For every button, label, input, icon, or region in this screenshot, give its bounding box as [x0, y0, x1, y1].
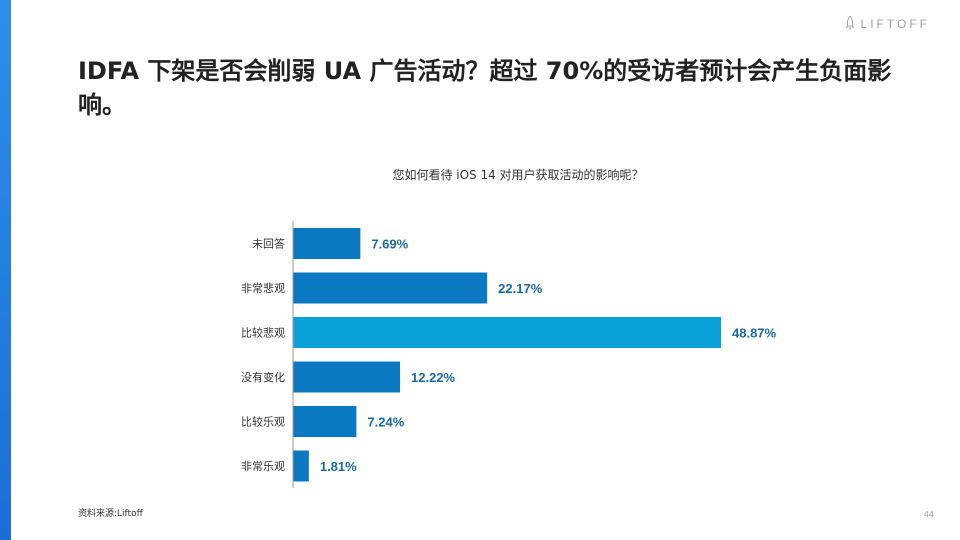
category-label: 比较乐观 — [241, 415, 285, 429]
value-label: 7.24% — [367, 415, 404, 430]
bar — [293, 272, 488, 304]
category-label: 非常悲观 — [241, 281, 285, 295]
chart-title: 您如何看待 iOS 14 对用户获取活动的影响呢？ — [0, 166, 960, 183]
value-label: 48.87% — [732, 326, 777, 341]
chart-title-text: 您如何看待 iOS 14 对用户获取活动的影响呢？ — [392, 168, 644, 182]
page-number: 44 — [923, 510, 934, 519]
slide-title: IDFA 下架是否会削弱 UA 广告活动？超过 70%的受访者预计会产生负面影响… — [78, 57, 892, 119]
category-label: 比较悲观 — [241, 326, 285, 340]
accent-side-bar — [0, 0, 11, 540]
liftoff-logo: LIFTOFF — [845, 16, 930, 32]
bar — [293, 228, 361, 259]
bar — [293, 317, 721, 348]
source-note: 资料来源:Liftoff — [78, 509, 143, 519]
bar — [293, 406, 357, 437]
category-label: 非常乐观 — [241, 460, 285, 473]
logo-text: LIFTOFF — [860, 17, 930, 31]
category-label: 没有变化 — [241, 370, 285, 384]
value-label: 12.22% — [411, 370, 456, 385]
value-label: 1.81% — [320, 459, 357, 474]
value-label: 22.17% — [498, 281, 543, 296]
bar — [293, 361, 401, 393]
bar — [293, 450, 309, 482]
category-label: 未回答 — [252, 237, 285, 251]
value-label: 7.69% — [371, 237, 408, 252]
rocket-icon — [845, 16, 855, 31]
